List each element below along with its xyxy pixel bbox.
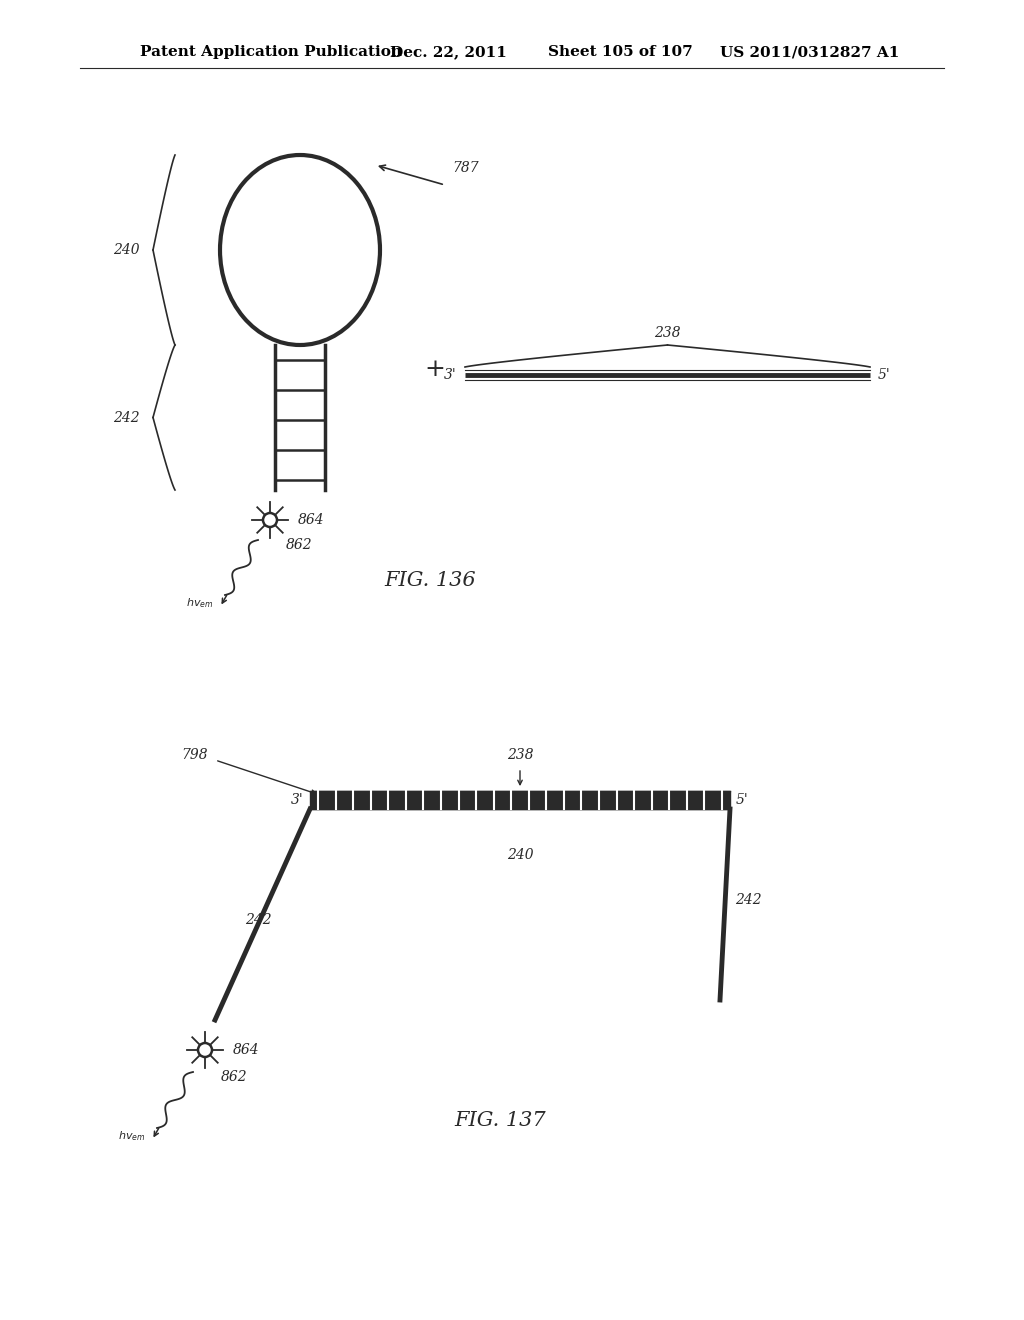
Text: 5': 5' bbox=[878, 368, 891, 381]
Text: 862: 862 bbox=[286, 539, 312, 552]
Circle shape bbox=[198, 1043, 212, 1057]
Bar bbox=[310, 791, 730, 809]
Text: 3': 3' bbox=[444, 368, 457, 381]
Text: 864: 864 bbox=[233, 1043, 260, 1057]
Text: 787: 787 bbox=[452, 161, 478, 176]
Text: +: + bbox=[425, 359, 445, 381]
Text: $hv_{em}$: $hv_{em}$ bbox=[118, 1129, 145, 1143]
Text: 798: 798 bbox=[181, 748, 208, 762]
Text: Dec. 22, 2011: Dec. 22, 2011 bbox=[390, 45, 507, 59]
Text: 242: 242 bbox=[735, 894, 762, 907]
Text: FIG. 136: FIG. 136 bbox=[384, 570, 476, 590]
Circle shape bbox=[263, 513, 278, 527]
Text: 238: 238 bbox=[507, 748, 534, 762]
Text: Patent Application Publication: Patent Application Publication bbox=[140, 45, 402, 59]
Text: FIG. 137: FIG. 137 bbox=[455, 1110, 546, 1130]
Text: US 2011/0312827 A1: US 2011/0312827 A1 bbox=[720, 45, 899, 59]
Text: 240: 240 bbox=[507, 847, 534, 862]
Text: 5': 5' bbox=[736, 793, 749, 807]
Text: Sheet 105 of 107: Sheet 105 of 107 bbox=[548, 45, 693, 59]
Text: $hv_{em}$: $hv_{em}$ bbox=[185, 597, 213, 610]
Text: 238: 238 bbox=[654, 326, 681, 341]
Text: 242: 242 bbox=[245, 913, 271, 927]
Text: 242: 242 bbox=[114, 411, 140, 425]
Text: 862: 862 bbox=[221, 1071, 248, 1084]
Text: 240: 240 bbox=[114, 243, 140, 257]
Text: 864: 864 bbox=[298, 513, 325, 527]
Text: 3': 3' bbox=[291, 793, 304, 807]
